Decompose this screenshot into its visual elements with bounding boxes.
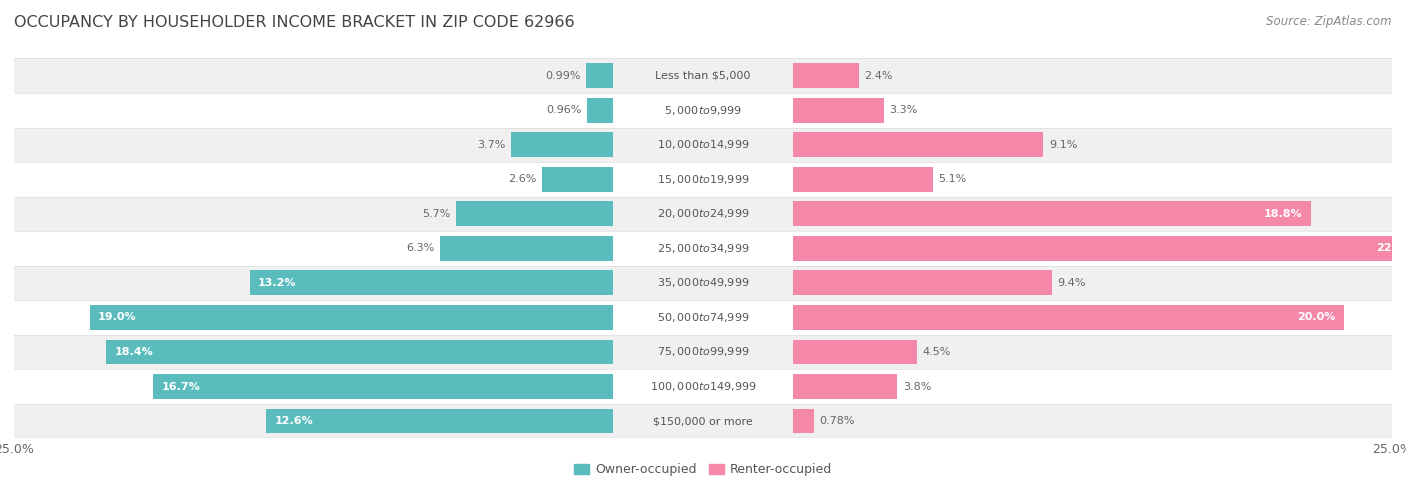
Text: $150,000 or more: $150,000 or more [654,416,752,426]
Bar [90,305,613,330]
Bar [793,305,1344,330]
Text: $100,000 to $149,999: $100,000 to $149,999 [650,380,756,393]
Text: $10,000 to $14,999: $10,000 to $14,999 [657,138,749,151]
Bar [250,270,613,295]
Text: 4.5%: 4.5% [922,347,950,357]
Legend: Owner-occupied, Renter-occupied: Owner-occupied, Renter-occupied [568,458,838,482]
Bar [793,98,883,123]
Bar [14,335,1392,369]
Text: 3.3%: 3.3% [889,105,917,115]
Text: $25,000 to $34,999: $25,000 to $34,999 [657,242,749,255]
Bar [14,197,1392,231]
Bar [793,270,1052,295]
Text: OCCUPANCY BY HOUSEHOLDER INCOME BRACKET IN ZIP CODE 62966: OCCUPANCY BY HOUSEHOLDER INCOME BRACKET … [14,15,575,30]
Text: 3.7%: 3.7% [478,140,506,150]
Text: 9.4%: 9.4% [1057,278,1085,288]
Text: 0.78%: 0.78% [820,416,855,426]
Text: 9.1%: 9.1% [1049,140,1077,150]
Bar [793,409,814,433]
Text: 5.7%: 5.7% [422,209,451,219]
Text: 12.6%: 12.6% [274,416,314,426]
Text: 0.96%: 0.96% [546,105,582,115]
Bar [14,231,1392,265]
Text: $5,000 to $9,999: $5,000 to $9,999 [664,104,742,117]
Bar [14,369,1392,404]
Text: $15,000 to $19,999: $15,000 to $19,999 [657,173,749,186]
Text: Source: ZipAtlas.com: Source: ZipAtlas.com [1267,15,1392,28]
Text: 19.0%: 19.0% [98,313,136,322]
Text: 13.2%: 13.2% [257,278,297,288]
Bar [14,265,1392,300]
Text: 3.8%: 3.8% [903,381,931,392]
Bar [14,93,1392,128]
Bar [793,374,897,399]
Text: 16.7%: 16.7% [162,381,200,392]
Text: Less than $5,000: Less than $5,000 [655,71,751,81]
Bar [586,63,613,88]
Bar [153,374,613,399]
Bar [793,339,917,364]
Text: $20,000 to $24,999: $20,000 to $24,999 [657,207,749,220]
Bar [14,128,1392,162]
Bar [14,162,1392,197]
Text: 18.8%: 18.8% [1264,209,1302,219]
Bar [793,63,859,88]
Text: 22.9%: 22.9% [1376,244,1406,253]
Text: 6.3%: 6.3% [406,244,434,253]
Bar [107,339,613,364]
Text: 2.6%: 2.6% [508,174,536,184]
Bar [793,167,934,192]
Bar [440,236,613,261]
Text: 20.0%: 20.0% [1298,313,1336,322]
Text: $35,000 to $49,999: $35,000 to $49,999 [657,277,749,289]
Text: 2.4%: 2.4% [865,71,893,81]
Text: $50,000 to $74,999: $50,000 to $74,999 [657,311,749,324]
Bar [14,58,1392,93]
Bar [793,202,1310,226]
Bar [14,404,1392,438]
Bar [541,167,613,192]
Text: 0.99%: 0.99% [546,71,581,81]
Bar [512,132,613,157]
Bar [14,300,1392,335]
Bar [793,236,1406,261]
Bar [793,132,1043,157]
Text: 5.1%: 5.1% [939,174,967,184]
Bar [457,202,613,226]
Bar [586,98,613,123]
Text: $75,000 to $99,999: $75,000 to $99,999 [657,345,749,358]
Bar [266,409,613,433]
Text: 18.4%: 18.4% [115,347,153,357]
